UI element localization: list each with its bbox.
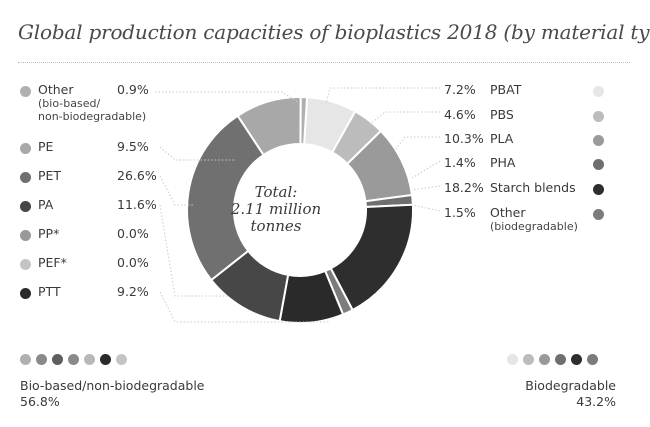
legend-item-pha: PHA: [490, 155, 516, 170]
legend-item-pp: PP*: [38, 226, 60, 241]
legend-value-pef: 0.0%: [117, 255, 149, 270]
leader-line: [411, 160, 441, 179]
legend-dot-pla: [593, 135, 604, 146]
legend-value-ptt: 9.2%: [117, 284, 149, 299]
legend-dot-pa: [20, 201, 31, 212]
center-line-3: tonnes: [250, 217, 302, 235]
legend-item-pef: PEF*: [38, 255, 67, 270]
legend-dot-pbat: [593, 86, 604, 97]
leader-line: [159, 204, 228, 297]
biobased-summary: Bio-based/non-biodegradable 56.8%: [20, 378, 205, 410]
donut-slice-other-12: [299, 95, 309, 146]
biobased-dot-row: [20, 354, 127, 365]
legend-value-pla: 10.3%: [444, 131, 484, 146]
legend-dot-ptt: [20, 288, 31, 299]
chart-title: Global production capacities of bioplast…: [18, 20, 650, 44]
legend-value-pet: 26.6%: [117, 168, 157, 183]
legend-sublabel: (biodegradable): [490, 220, 578, 233]
biodegradable-label: Biodegradable: [525, 378, 616, 393]
leader-line: [159, 146, 236, 161]
legend-item-pa: PA: [38, 197, 54, 212]
legend-dot-pef: [20, 259, 31, 270]
donut-center-label: Total: 2.11 million tonnes: [226, 184, 326, 235]
dot-icon: [587, 354, 598, 365]
legend-dot-pet: [20, 172, 31, 183]
legend-dot-pbs: [593, 111, 604, 122]
leader-line: [411, 204, 441, 212]
legend-value-pha: 1.4%: [444, 155, 476, 170]
dot-icon: [20, 354, 31, 365]
dot-icon: [36, 354, 47, 365]
legend-dot-pha: [593, 159, 604, 170]
biobased-value: 56.8%: [20, 394, 60, 409]
dot-icon: [571, 354, 582, 365]
legend-value-pbat: 7.2%: [444, 82, 476, 97]
legend-dot-other-biodeg: [593, 209, 604, 220]
biodegradable-dot-row: [507, 354, 598, 365]
title-divider: [18, 62, 630, 63]
dot-icon: [52, 354, 63, 365]
legend-sublabel: non-biodegradable): [38, 110, 147, 123]
legend-value-other-biobased: 0.9%: [117, 82, 149, 97]
leader-line: [367, 111, 440, 127]
dot-icon: [507, 354, 518, 365]
legend-value-pp: 0.0%: [117, 226, 149, 241]
biodegradable-summary: Biodegradable 43.2%: [520, 378, 616, 410]
center-line-1: Total:: [254, 183, 298, 201]
dot-icon: [100, 354, 111, 365]
legend-item-starch: Starch blends: [490, 180, 576, 195]
legend-value-pe: 9.5%: [117, 139, 149, 154]
dot-icon: [68, 354, 79, 365]
dot-icon: [523, 354, 534, 365]
legend-item-pbat: PBAT: [490, 82, 522, 97]
legend-value-starch: 18.2%: [444, 180, 484, 195]
biodegradable-value: 43.2%: [576, 394, 616, 409]
legend-label: Other: [490, 205, 526, 220]
legend-item-pe: PE: [38, 139, 54, 154]
legend-value-pa: 11.6%: [117, 197, 157, 212]
legend-item-pbs: PBS: [490, 107, 514, 122]
legend-dot-pp: [20, 230, 31, 241]
leader-line: [155, 91, 299, 103]
dot-icon: [555, 354, 566, 365]
legend-item-ptt: PTT: [38, 284, 61, 299]
legend-item-pla: PLA: [490, 131, 514, 146]
legend-dot-pe: [20, 143, 31, 154]
leader-line: [159, 291, 330, 323]
legend-item-other-biodeg: Other (biodegradable): [490, 205, 578, 233]
leader-line: [394, 136, 440, 151]
center-line-2: 2.11 million: [230, 200, 322, 218]
leader-line: [325, 87, 440, 105]
legend-dot-starch: [593, 184, 604, 195]
dot-icon: [539, 354, 550, 365]
legend-value-other-biodeg: 1.5%: [444, 205, 476, 220]
leader-line: [411, 185, 441, 191]
dot-icon: [84, 354, 95, 365]
legend-value-pbs: 4.6%: [444, 107, 476, 122]
legend-item-pet: PET: [38, 168, 62, 183]
legend-label: Other: [38, 82, 74, 97]
dot-icon: [116, 354, 127, 365]
donut-slice-pet-10: [186, 114, 265, 282]
legend-sublabel: (bio-based/: [38, 97, 101, 110]
leader-line: [159, 175, 195, 206]
legend-item-other-biobased: Other (bio-based/ non-biodegradable): [38, 82, 146, 123]
biobased-label: Bio-based/non-biodegradable: [20, 378, 205, 393]
legend-dot-other-biobased: [20, 86, 31, 97]
